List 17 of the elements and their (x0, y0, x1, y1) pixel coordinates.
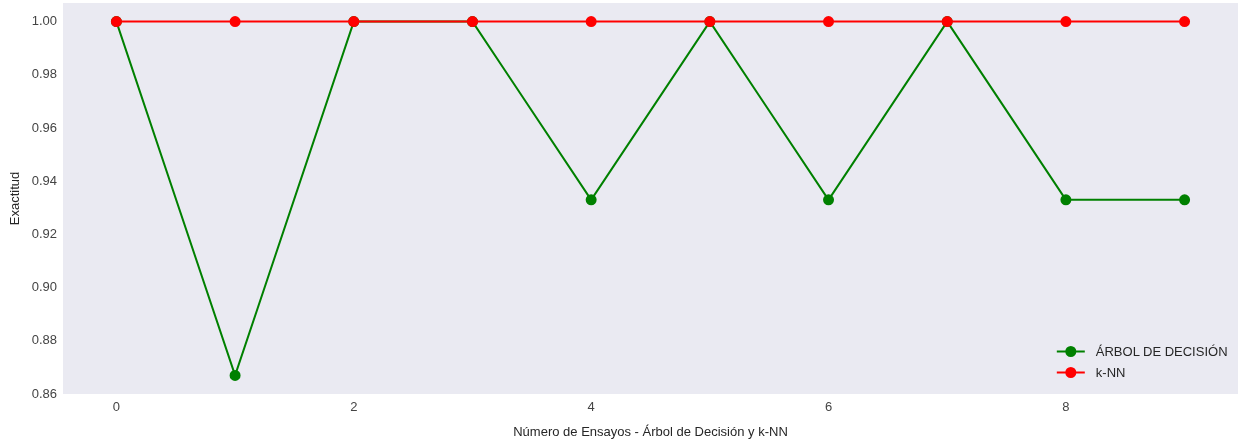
x-tick-label: 2 (350, 399, 358, 415)
y-tick-label: 0.88 (31, 332, 57, 348)
y-tick-label: 0.90 (31, 279, 57, 295)
x-tick-label: 6 (824, 399, 833, 415)
x-tick-label: 8 (1062, 399, 1070, 415)
y-axis-title: Exactitud (7, 171, 23, 226)
y-tick-label: 0.92 (31, 225, 57, 241)
x-axis-title: Número de Ensayos - Árbol de Decisión y k-NN (513, 423, 788, 439)
x-tick-label: 4 (587, 399, 595, 415)
y-tick-label: 0.86 (31, 385, 57, 401)
y-tick-label: 1.00 (31, 13, 57, 29)
legend-label: ÁRBOL DE DECISIÓN (1095, 344, 1228, 360)
x-tick-label: 0 (112, 399, 121, 415)
y-tick-label: 0.98 (31, 66, 57, 82)
legend-label: k-NN (1095, 365, 1126, 381)
y-tick-label: 0.94 (31, 172, 57, 188)
y-tick-label: 0.96 (31, 119, 57, 135)
